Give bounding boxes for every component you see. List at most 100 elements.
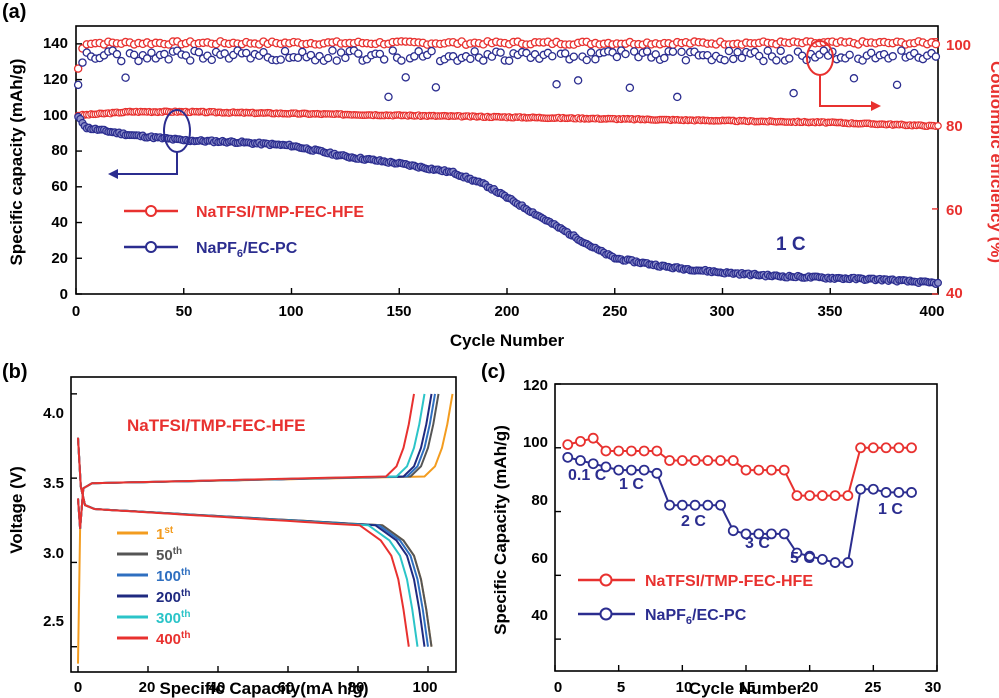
a-rate-annotation: 1 C: [776, 234, 806, 255]
a-ce-blue-point: [660, 53, 669, 63]
a-ce-blue-point: [147, 48, 156, 57]
c-ytick-label: 120: [523, 377, 548, 394]
c-series-point: [587, 458, 599, 470]
a-right-ytick-label: 60: [946, 202, 963, 219]
c-series-point: [829, 490, 841, 502]
a-ce-blue-point: [591, 54, 600, 64]
a-ce-blue-point: [668, 47, 678, 56]
panel-a-ytick-labels: 0 20 40 60 80 100 120 140: [43, 35, 68, 303]
a-ce-blue-point: [733, 47, 742, 57]
c-series-point: [562, 439, 574, 450]
c-series-point: [676, 499, 688, 511]
c-series-point: [778, 464, 790, 476]
c-series-point: [855, 442, 866, 454]
a-ce-blue-point: [164, 55, 173, 64]
a-ce-blue-point: [121, 73, 130, 82]
c-series-point: [880, 442, 892, 454]
c-series-point: [791, 547, 803, 559]
c-series-point: [689, 499, 701, 511]
a-ce-blue-point: [112, 49, 122, 59]
c-series-line: [567, 456, 912, 564]
a-ce-blue-point: [642, 47, 652, 56]
c-series-point: [651, 445, 663, 457]
c-legend-marker-blue: [599, 607, 613, 621]
c-series-point: [753, 528, 765, 540]
panel-b-xtick-labels: 0 20 40 60 80 100: [74, 679, 438, 696]
a-ce-blue-point: [323, 53, 333, 63]
a-ce-blue-point: [160, 49, 169, 59]
a-ce-blue-point: [897, 46, 906, 55]
c-legend-label-blue: NaPF6/EC-PC: [645, 607, 747, 627]
a-left-arrow-head: [108, 169, 118, 179]
b-legend-label: 300th: [156, 609, 190, 627]
c-series-point: [766, 528, 777, 540]
panel-c-ticks: [554, 383, 938, 671]
a-ce-blue-point: [129, 50, 139, 60]
a-ytick-label: 40: [51, 214, 68, 231]
a-ytick-label: 100: [43, 107, 68, 124]
c-ytick-label: 100: [523, 434, 548, 451]
c-series-point: [638, 464, 650, 476]
a-right-ytick-label: 40: [946, 285, 963, 302]
a-ce-blue-point: [431, 83, 441, 92]
a-ce-blue-point: [625, 83, 635, 93]
c-series-point: [817, 553, 828, 565]
a-ce-blue-point: [466, 54, 475, 64]
a-ce-blue-point: [388, 46, 398, 55]
a-ytick-label: 140: [43, 35, 68, 52]
a-ce-blue-point: [560, 49, 570, 58]
c-series-point: [727, 455, 739, 466]
a-left-axis-pointer: [108, 109, 191, 179]
c-series-point: [638, 445, 650, 457]
c-series-point: [867, 442, 879, 454]
panel-b-plot-area: [77, 393, 454, 664]
a-ce-blue-point: [470, 47, 479, 56]
c-series-point: [727, 525, 739, 537]
panel-a-xtick-labels: 0 50 100 150 200 250 300 350 400: [72, 303, 945, 320]
a-ce-blue-point: [772, 56, 781, 65]
b-legend-item: 200th: [117, 588, 190, 606]
a-ce-blue-point: [379, 55, 389, 64]
a-ce-blue-point: [375, 49, 385, 59]
c-xtick-label: 0: [554, 679, 562, 696]
a-ce-blue-point: [73, 80, 83, 90]
b-discharge-curve: [77, 437, 410, 647]
b-xtick-label: 80: [348, 679, 365, 696]
a-left-highlight-circle: [163, 109, 191, 153]
a-ce-blue-point: [427, 46, 436, 56]
c-series-point: [575, 435, 586, 447]
b-charge-curve: [77, 393, 426, 529]
c-rate-label: 0.1 C: [568, 467, 607, 484]
b-xtick-label: 20: [139, 679, 156, 696]
c-rate-label: 3 C: [745, 535, 770, 552]
a-legend-marker-red: [145, 205, 157, 217]
a-ce-blue-point: [332, 56, 342, 65]
a-legend-marker-blue: [145, 241, 157, 253]
c-series-point: [575, 455, 586, 466]
a-ce-blue-point: [298, 47, 307, 57]
panel-c-plot-area: [562, 432, 917, 568]
a-ce-blue-point: [207, 55, 217, 65]
a-ce-blue-point: [401, 73, 410, 82]
c-series-point: [740, 528, 752, 540]
b-discharge-curve: [77, 437, 433, 647]
c-ytick-label: 80: [531, 492, 548, 509]
c-series-point: [817, 490, 828, 502]
b-legend-item: 100th: [117, 567, 190, 585]
a-ce-blue-point: [276, 55, 285, 64]
a-ce-blue-point: [759, 56, 768, 66]
a-ce-blue-point: [677, 47, 686, 57]
a-ce-blue-point: [849, 74, 859, 83]
a-ce-blue-point: [651, 50, 660, 59]
b-charge-curve: [77, 393, 433, 529]
a-ce-red-point: [931, 39, 941, 49]
a-ce-blue-point: [763, 46, 773, 55]
c-ytick-label: 40: [531, 607, 548, 624]
c-series-line: [567, 437, 912, 497]
a-ce-blue-point: [336, 48, 346, 57]
a-legend-label-red: NaTFSI/TMP-FEC-HFE: [196, 204, 364, 221]
a-ce-blue-point: [496, 48, 505, 57]
b-discharge-curve: [77, 437, 419, 647]
a-ce-blue-point: [134, 56, 143, 66]
c-series-point: [613, 445, 625, 457]
